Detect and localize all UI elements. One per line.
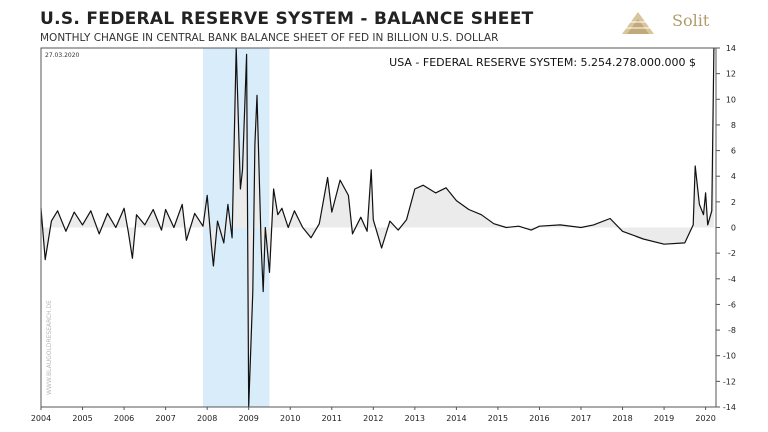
x-tick-label-2018: 2018: [612, 414, 632, 423]
y-tick-label--4: -4: [728, 275, 736, 284]
y-tick-label--2: -2: [728, 249, 736, 258]
y-tick-label-6: 6: [731, 147, 736, 156]
area-fill: [41, 48, 714, 407]
x-tick-label-2013: 2013: [405, 414, 425, 423]
y-tick-label-14: 14: [726, 44, 736, 53]
chart-subtitle: MONTHLY CHANGE IN CENTRAL BANK BALANCE S…: [40, 32, 499, 44]
y-tick-label--8: -8: [728, 326, 736, 335]
y-tick-label-0: 0: [731, 224, 736, 233]
y-tick-label--6: -6: [728, 300, 736, 309]
x-tick-label-2010: 2010: [280, 414, 300, 423]
x-tick-label-2011: 2011: [322, 414, 342, 423]
series-line: [40, 47, 715, 408]
date-stamp: 27.03.2020: [45, 52, 80, 59]
x-tick-label-2006: 2006: [114, 414, 134, 423]
logo-text: Solit: [672, 11, 710, 30]
x-tick-label-2012: 2012: [363, 414, 383, 423]
x-tick-label-2017: 2017: [571, 414, 591, 423]
x-tick-label-2014: 2014: [446, 414, 466, 423]
x-tick-label-2004: 2004: [31, 414, 51, 423]
y-tick-label-2: 2: [731, 198, 736, 207]
y-tick-label--14: -14: [723, 403, 736, 412]
total-annotation: USA - FEDERAL RESERVE SYSTEM: 5.254.278.…: [389, 56, 696, 69]
chart-title: U.S. FEDERAL RESERVE SYSTEM - BALANCE SH…: [40, 9, 534, 29]
y-tick-label-12: 12: [726, 70, 736, 79]
x-tick-label-2015: 2015: [488, 414, 508, 423]
watermark: WWW.BLAUGOLDRESEARCH.DE: [46, 300, 53, 395]
x-tick-label-2005: 2005: [72, 414, 92, 423]
x-tick-label-2020: 2020: [695, 414, 715, 423]
solit-logo-icon: [622, 12, 654, 34]
x-tick-label-2007: 2007: [155, 414, 175, 423]
x-tick-label-2008: 2008: [197, 414, 217, 423]
x-tick-label-2019: 2019: [654, 414, 674, 423]
x-axis: 2004 2005 2006 2007 2008 2009 2010 2011 2012 2013…: [31, 407, 716, 423]
y-axis: 14 12 10 8 6 4 2 0 -2 -4 -6 -8 -10 -12 -14: [716, 44, 736, 412]
y-tick-label--12: -12: [723, 377, 736, 386]
y-tick-label-4: 4: [731, 172, 736, 181]
y-tick-label--10: -10: [723, 352, 736, 361]
x-tick-label-2016: 2016: [529, 414, 549, 423]
x-tick-label-2009: 2009: [239, 414, 259, 423]
y-tick-label-10: 10: [726, 95, 736, 104]
y-tick-label-8: 8: [731, 121, 736, 130]
